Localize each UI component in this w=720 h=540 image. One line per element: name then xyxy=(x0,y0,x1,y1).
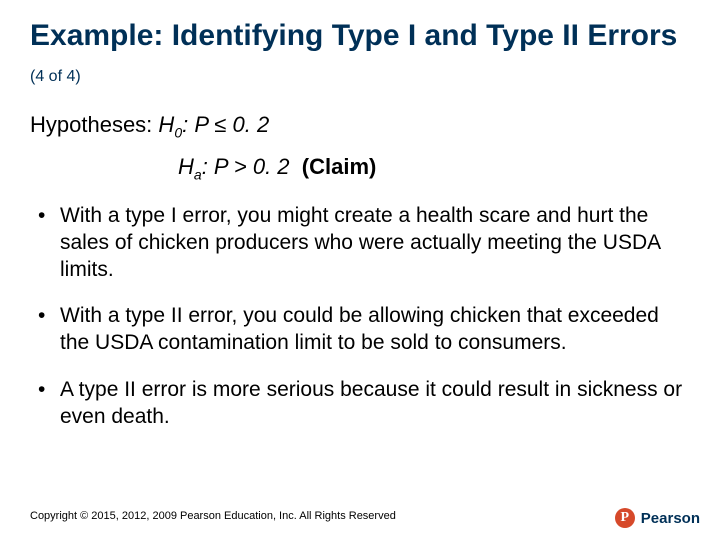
h0-expression: : P ≤ 0. 2 xyxy=(182,112,269,137)
title-subpart: (4 of 4) xyxy=(30,68,81,85)
bullet-item: With a type II error, you could be allow… xyxy=(38,303,690,357)
ha-subscript: a xyxy=(194,167,202,183)
ha-symbol: H xyxy=(178,154,194,179)
claim-label: (Claim) xyxy=(302,154,377,179)
slide: Example: Identifying Type I and Type II … xyxy=(0,0,720,540)
slide-title: Example: Identifying Type I and Type II … xyxy=(30,18,690,90)
hypotheses-ha: Ha: P > 0. 2 (Claim) xyxy=(178,154,690,182)
pearson-logo-text: Pearson xyxy=(641,510,700,527)
pearson-logo: P Pearson xyxy=(615,508,700,528)
hypotheses-label: Hypotheses: xyxy=(30,112,152,137)
copyright-text: Copyright © 2015, 2012, 2009 Pearson Edu… xyxy=(30,510,396,522)
h0-symbol: H xyxy=(158,112,174,137)
pearson-logo-icon: P xyxy=(615,508,635,528)
ha-expression: : P > 0. 2 xyxy=(202,154,290,179)
title-main: Example: Identifying Type I and Type II … xyxy=(30,19,677,52)
bullet-item: A type II error is more serious because … xyxy=(38,377,690,431)
hypotheses-h0: Hypotheses: H0: P ≤ 0. 2 xyxy=(30,112,690,140)
bullet-item: With a type I error, you might create a … xyxy=(38,203,690,284)
h0-subscript: 0 xyxy=(174,124,182,140)
bullet-list: With a type I error, you might create a … xyxy=(30,203,690,431)
